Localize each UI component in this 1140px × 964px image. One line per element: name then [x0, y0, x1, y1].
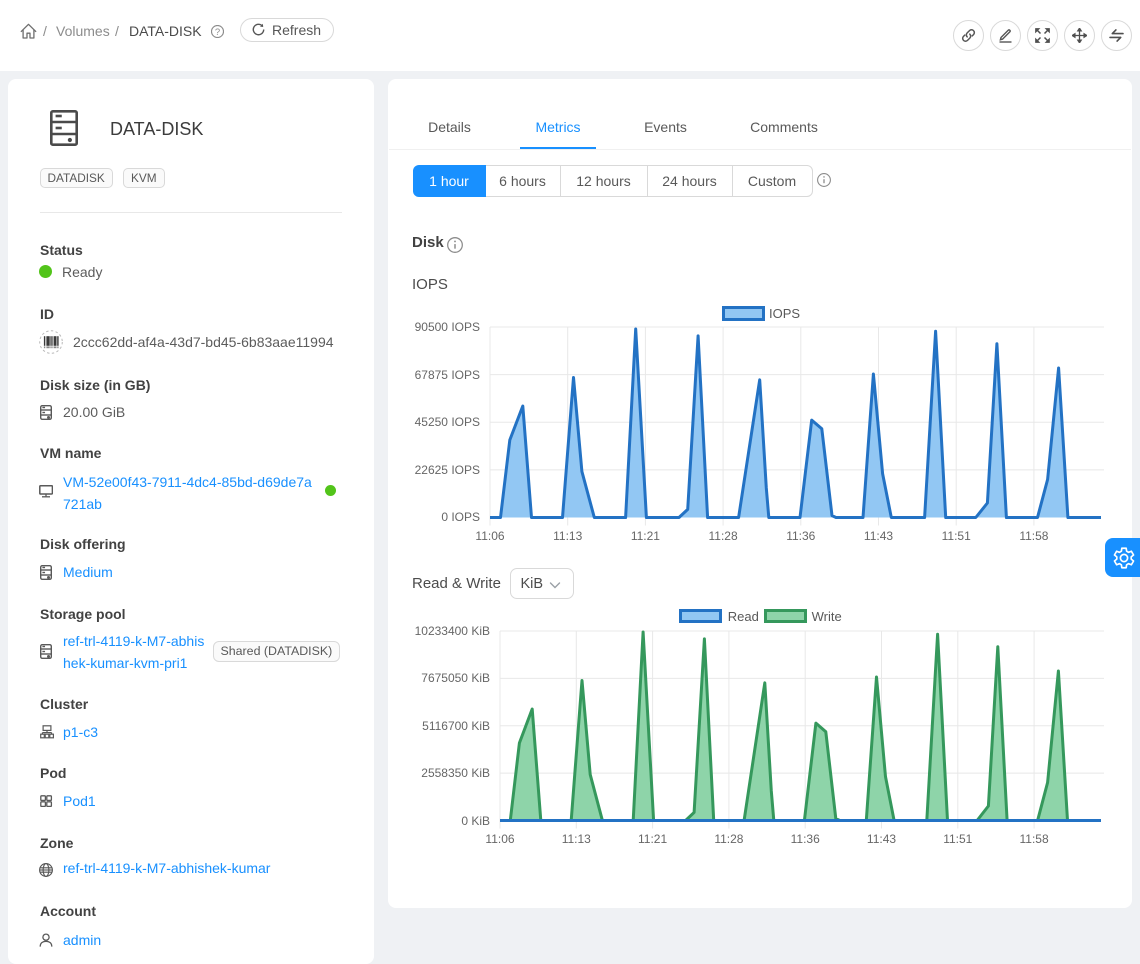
svg-text:?: ?: [215, 27, 220, 38]
